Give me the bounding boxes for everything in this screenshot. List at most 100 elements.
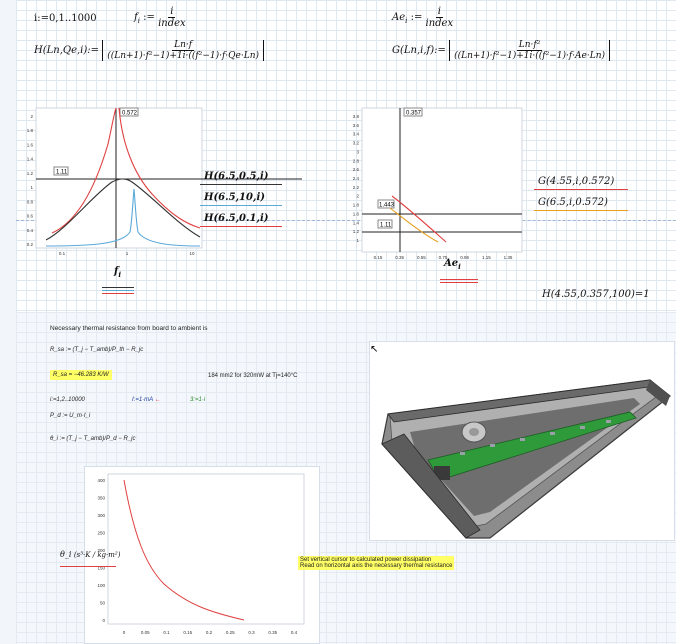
right-y-tick-8: 2.2 xyxy=(353,185,360,190)
eq-pd: P_d := U_m·I_i xyxy=(50,413,91,419)
left-y-tick-1: 1.8 xyxy=(27,128,34,133)
thermal-y-tick-5: 150 xyxy=(97,566,105,571)
x-axis-underline-red xyxy=(440,279,478,280)
x-axis-underline-red xyxy=(102,293,134,294)
legend-line-H-0.5 xyxy=(200,184,282,185)
eq-current: I:=1·mA ← xyxy=(132,397,161,403)
thermal-x-tick-4: 0.2 xyxy=(206,630,213,635)
Ae-response-plot[interactable]: 3.83.63.43.232.82.62.42.221.81.61.41.21 … xyxy=(348,104,524,264)
series-G-6.5 xyxy=(389,207,439,243)
thermal-plot-panel xyxy=(84,466,320,644)
right-y-tick-2: 3.4 xyxy=(353,132,360,137)
right-y-tick-5: 2.8 xyxy=(353,158,360,163)
eq-rsa-def: R_sa := (T_j − T_amb)/P_th − R_jc xyxy=(50,347,144,353)
thermal-x-tick-6: 0.3 xyxy=(248,630,255,635)
series-H-0.1-left xyxy=(51,107,117,234)
x-tick-labels: 0.1 1 10 xyxy=(59,251,195,256)
right-x-tick-5: 1.15 xyxy=(482,255,491,260)
y-tick-labels: 400 350 300 250 200 150 100 50 0 xyxy=(97,478,105,623)
thermal-y-tick-0: 400 xyxy=(97,478,105,483)
series-H-0.5 xyxy=(45,178,201,241)
eq-step: 3:=1·i xyxy=(190,397,206,403)
legend-G-4.55: G(4.55,i,0.572) xyxy=(538,176,615,187)
area-note: 184 mm2 for 320mW at Tj=140°C xyxy=(208,373,298,379)
cursor-y-label: 1.443 xyxy=(379,203,395,209)
right-x-tick-3: 0.75 xyxy=(439,255,448,260)
enclosure-model-render: ↖ xyxy=(370,344,671,539)
legend-line-H-0.1 xyxy=(200,226,282,227)
left-y-tick-8: 0.4 xyxy=(27,228,34,233)
right-x-tick-4: 0.95 xyxy=(460,255,469,260)
range-definition: i:=0,1..1000 xyxy=(34,13,97,24)
Ae-definition: Aei := i index xyxy=(392,6,454,29)
thermal-x-tick-5: 0.25 xyxy=(226,630,235,635)
right-x-tick-2: 0.55 xyxy=(417,255,426,260)
x-axis-underline-red-2 xyxy=(440,282,478,283)
left-y-tick-6: 0.8 xyxy=(27,199,34,204)
left-y-tick-4: 1.2 xyxy=(27,171,34,176)
left-y-tick-3: 1.4 xyxy=(27,157,34,162)
thermal-x-tick-0: 0 xyxy=(123,630,126,635)
left-y-tick-0: 2 xyxy=(30,114,33,119)
thermal-x-tick-2: 0.1 xyxy=(163,630,170,635)
thermal-y-tick-1: 350 xyxy=(97,496,105,501)
right-y-tick-9: 2 xyxy=(356,194,359,199)
left-x-tick-1: 1 xyxy=(126,251,129,256)
eq-range: i:=1,2..10000 xyxy=(50,397,85,403)
worksheet-top: i:=0,1..1000 fi := i index H(Ln,Qe,i):= L… xyxy=(16,0,676,312)
x-tick-labels: 0.15 0.35 0.55 0.75 0.95 1.15 1.35 xyxy=(374,255,513,260)
thermal-x-tick-7: 0.35 xyxy=(268,630,277,635)
right-y-tick-10: 1.8 xyxy=(353,203,360,208)
G-definition: G(Ln,i,f):= Ln·f² ((Ln+1)·f²−1)+1i·((f²−… xyxy=(392,40,610,61)
legend-H-10: H(6.5,10,i) xyxy=(204,192,265,203)
thermal-y-tick-4: 200 xyxy=(97,548,105,553)
thermal-y-underline xyxy=(60,566,116,567)
legend-G-6.5: G(6.5,i,0.572) xyxy=(538,197,608,208)
thermal-x-tick-8: 0.4 xyxy=(291,630,298,635)
left-y-tick-9: 0.2 xyxy=(27,242,34,247)
cursor-x-label: 0.572 xyxy=(122,111,138,117)
left-y-tick-7: 0.6 xyxy=(27,214,34,219)
frequency-response-plot[interactable]: 21.81.61.41.210.80.60.40.2 0.1 1 10 0.572 … xyxy=(22,104,304,264)
f-definition: fi := i index xyxy=(134,6,186,29)
thermal-resistance-plot[interactable]: 400 350 300 250 200 150 100 50 0 0 0.05 0.1 0.15 0.2… xyxy=(84,466,318,642)
thermal-x-tick-1: 0.05 xyxy=(141,630,150,635)
legend-line-G-4.55 xyxy=(534,189,628,190)
right-y-tick-4: 3 xyxy=(356,149,359,154)
cursor-x-label: 0.357 xyxy=(406,111,422,117)
legend-line-H-10 xyxy=(200,205,282,206)
right-y-tick-14: 1 xyxy=(356,238,359,243)
right-y-tick-12: 1.4 xyxy=(353,220,360,225)
hint-box: Set vertical cursor to calculated power … xyxy=(298,556,455,570)
eq-rsa-value: R_sa = −46.283 K/W xyxy=(50,370,112,380)
series-G-4.55 xyxy=(391,195,447,243)
thermal-y-tick-3: 250 xyxy=(97,531,105,536)
right-y-tick-11: 1.6 xyxy=(353,211,360,216)
thermal-y-label: θ_i (s³·K / kg·m²) xyxy=(60,550,121,559)
left-x-tick-2: 10 xyxy=(189,251,195,256)
right-y-tick-13: 1.2 xyxy=(353,229,360,234)
right-x-tick-0: 0.15 xyxy=(374,255,383,260)
left-y-tick-2: 1.6 xyxy=(27,142,34,147)
y-tick-labels: 2 1.8 1.6 1.4 1.2 1 0.8 0.6 0.4 0.2 xyxy=(27,114,34,247)
thermal-heading: Necessary thermal resistance from board … xyxy=(50,325,208,332)
x-tick-labels: 0 0.05 0.1 0.15 0.2 0.25 0.3 0.35 0.4 xyxy=(123,630,298,635)
page-break-line xyxy=(16,220,676,221)
left-x-axis-label: fi xyxy=(114,266,121,279)
thermal-curve xyxy=(123,479,245,621)
right-y-tick-1: 3.6 xyxy=(353,123,360,128)
cad-3d-view[interactable]: ↖ xyxy=(369,341,675,541)
mouse-cursor-icon: ↖ xyxy=(370,344,378,355)
right-y-tick-0: 3.8 xyxy=(353,114,360,119)
right-y-tick-7: 2.4 xyxy=(353,176,360,181)
right-x-axis-label: Aei xyxy=(444,258,461,271)
thermal-y-tick-7: 50 xyxy=(100,601,106,606)
H-definition: H(Ln,Qe,i):= Ln·f ((Ln+1)·f²−1)+1i·((f²−… xyxy=(34,40,265,61)
evaluation-result: H(4.55,0.357,100)=1 xyxy=(542,289,650,300)
extra-label: 1.11 xyxy=(380,223,392,229)
legend-line-G-6.5 xyxy=(534,210,628,211)
x-axis-underline-black xyxy=(102,287,134,288)
thermal-x-tick-3: 0.15 xyxy=(183,630,192,635)
thermal-y-tick-6: 100 xyxy=(97,583,105,588)
right-y-tick-3: 3.2 xyxy=(353,141,360,146)
